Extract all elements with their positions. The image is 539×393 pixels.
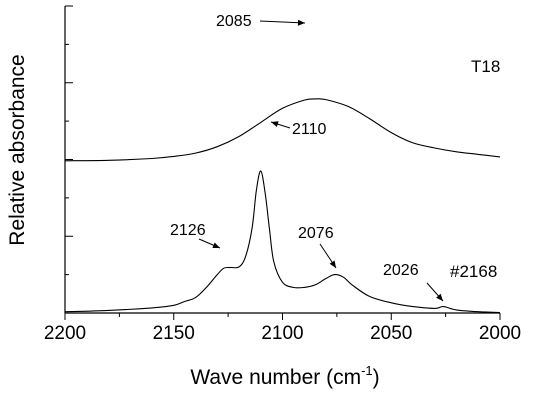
annotation-2026: 2026 (383, 262, 419, 279)
annotations: T18 #2168 2085 2110 2126 2076 2026 (170, 13, 500, 302)
annotation-2076: 2076 (298, 225, 334, 242)
x-tick-label: 2200 (44, 323, 86, 344)
x-axis-title-main: Wave number (cm (190, 366, 361, 389)
x-axis-title-sup: -1 (361, 363, 373, 378)
annotation-2110: 2110 (292, 121, 327, 138)
annotation-2110-arrowhead (271, 121, 279, 127)
annotation-2085-arrow (259, 20, 306, 24)
x-tick-label: 2050 (370, 323, 412, 344)
x-tick-label: 2150 (153, 323, 195, 344)
annotation-2126: 2126 (170, 222, 206, 239)
curves (64, 98, 501, 314)
x-tick-label: 2100 (261, 323, 303, 344)
y-axis-title: Relative absorbance (6, 54, 29, 245)
x-tick-label: 2000 (479, 323, 521, 344)
annotation-2026-arrowhead (436, 293, 443, 301)
annotation-2085: 2085 (216, 13, 252, 30)
series-label-2168: #2168 (450, 262, 497, 281)
ticks: 2200 2150 2100 2050 2000 (44, 5, 521, 344)
x-axis-title: Wave number (cm-1) (190, 363, 379, 389)
annotation-2126-arrowhead (212, 242, 220, 248)
series-label-t18: T18 (471, 57, 500, 76)
series-2168-line (64, 170, 501, 314)
annotation-2076-arrowhead (329, 260, 336, 268)
series-t18-line (64, 98, 501, 162)
x-axis-title-end: ) (373, 366, 380, 389)
annotation-2085-arrowhead (297, 19, 305, 26)
